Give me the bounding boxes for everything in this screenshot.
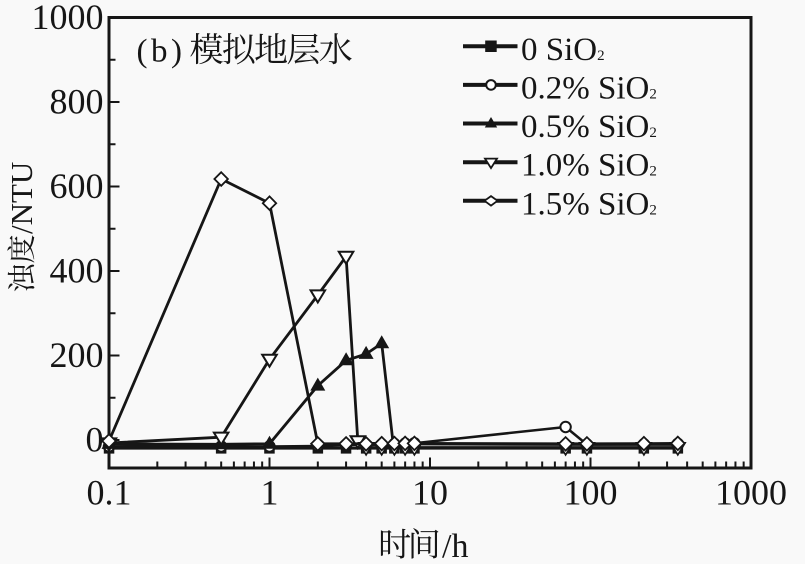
svg-text:/NTU: /NTU: [4, 162, 39, 234]
svg-text:1.0% SiO2: 1.0% SiO2: [521, 148, 657, 184]
svg-text:0.1: 0.1: [87, 473, 132, 513]
svg-text:1000: 1000: [715, 473, 787, 513]
svg-text:10: 10: [412, 473, 448, 513]
svg-text:0: 0: [86, 420, 104, 460]
svg-text:(b): (b): [137, 34, 186, 70]
svg-text:0.2% SiO2: 0.2% SiO2: [521, 70, 657, 106]
svg-text:1.5% SiO2: 1.5% SiO2: [521, 186, 657, 222]
svg-text:1000: 1000: [32, 0, 104, 37]
svg-text:100: 100: [564, 473, 618, 513]
svg-text:0.5% SiO2: 0.5% SiO2: [521, 109, 657, 145]
svg-text:/h: /h: [442, 528, 468, 564]
svg-text:600: 600: [50, 166, 104, 206]
svg-text:800: 800: [50, 82, 104, 122]
svg-text:0 SiO2: 0 SiO2: [521, 32, 605, 68]
svg-text:200: 200: [50, 335, 104, 375]
svg-text:1: 1: [261, 473, 279, 513]
svg-text:400: 400: [50, 251, 104, 291]
